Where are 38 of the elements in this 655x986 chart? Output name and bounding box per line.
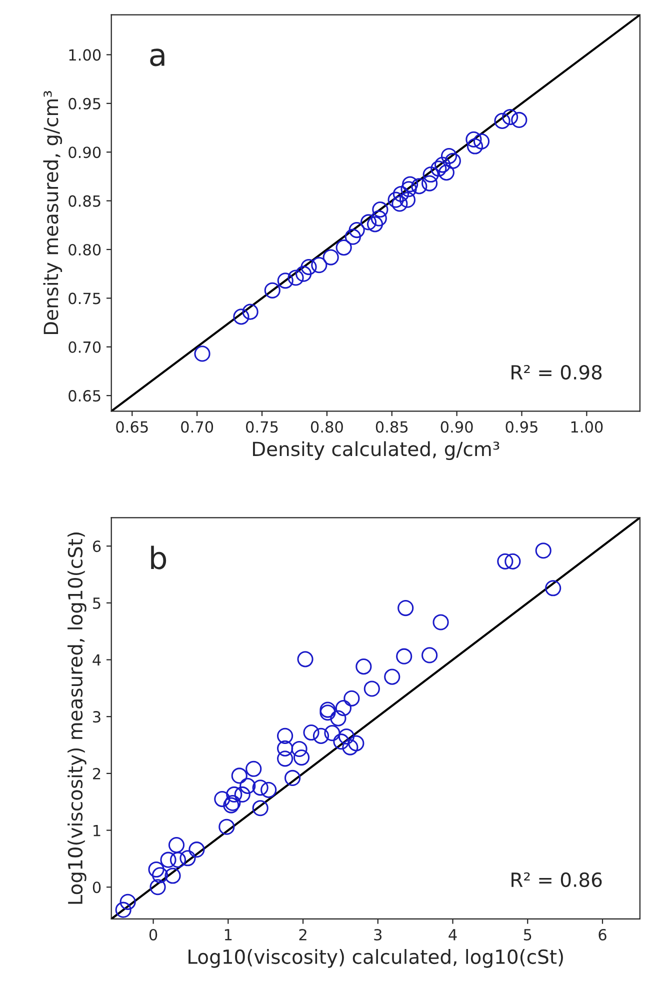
x-tick-label: 1.00 — [571, 421, 603, 433]
y-tick-label: 5 — [93, 598, 100, 609]
x-tick-label: 4 — [448, 929, 457, 940]
x-tick-label: 0.80 — [310, 421, 343, 433]
annotation: R² = 0.86 — [512, 872, 602, 888]
x-tick-label: 6 — [598, 928, 606, 940]
x-tick-label: 0.95 — [506, 421, 538, 433]
y-tick-label: 0.85 — [68, 195, 100, 207]
x-axis-title: Log10(viscosity) calculated, log10(cSt) — [188, 949, 563, 968]
x-tick-label: 3 — [374, 928, 382, 940]
x-tick-label: 2 — [299, 928, 306, 940]
y-tick-label: 4 — [92, 654, 101, 666]
x-axis-title: Density calculated, g/cm³ — [253, 441, 500, 460]
y-tick-label: 0.75 — [68, 292, 100, 304]
x-tick-label: 0.70 — [181, 421, 214, 433]
x-tick-label: 1 — [224, 929, 232, 940]
y-tick-label: 0.65 — [68, 390, 100, 402]
y-tick-label: 2 — [93, 768, 100, 780]
x-tick-label: 0.85 — [376, 421, 408, 433]
y-tick-label: 0.90 — [68, 146, 101, 158]
y-tick-label: 0.70 — [68, 341, 101, 353]
x-tick-label: 0.75 — [246, 421, 278, 433]
y-tick-label: 6 — [92, 540, 101, 552]
annotation: a — [150, 48, 164, 66]
x-tick-label: 0 — [149, 928, 158, 940]
annotation: R² = 0.98 — [512, 364, 602, 380]
y-tick-label: 1.00 — [69, 49, 101, 61]
y-tick-label: 0 — [92, 882, 101, 894]
x-tick-label: 0.90 — [440, 421, 473, 433]
y-tick-label: 3 — [93, 711, 100, 723]
y-tick-label: 0.95 — [68, 98, 100, 110]
y-axis-title: Density measured, g/cm³ — [43, 91, 62, 334]
y-tick-label: 1 — [94, 824, 100, 836]
annotation: b — [151, 546, 166, 570]
x-tick-label: 5 — [524, 929, 532, 940]
y-axis-title: Log10(viscosity) measured, log10(cSt) — [68, 532, 86, 904]
y-tick-label: 0.80 — [68, 244, 101, 256]
x-tick-label: 0.65 — [116, 421, 148, 433]
